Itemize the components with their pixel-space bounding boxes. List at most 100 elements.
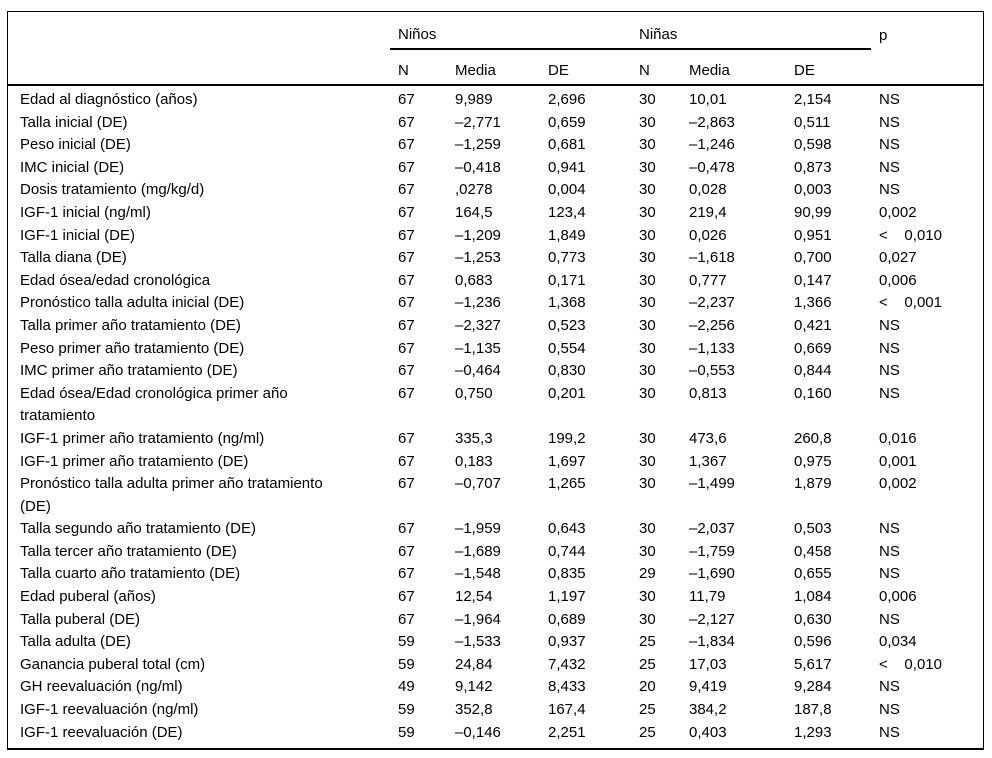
cell-media-boys: –1,689 [455, 542, 501, 560]
cell-n-boys: 67 [398, 136, 415, 154]
row-label: IGF-1 primer año tratamiento (ng/ml) [20, 429, 265, 447]
row-label: Talla segundo año tratamiento (DE) [20, 520, 256, 538]
cell-de-girls: 0,700 [794, 249, 832, 267]
cell-de-girls: 0,003 [794, 181, 832, 199]
row-label: IGF-1 reevaluación (DE) [20, 723, 183, 741]
cell-p-value: 0,002 [879, 475, 917, 493]
cell-de-girls: 2,154 [794, 91, 832, 108]
table-row: Ganancia puberal total (cm) 59 24,84 7,4… [8, 654, 983, 677]
cell-media-boys: –2,771 [455, 113, 501, 131]
cell-media-boys: –2,327 [455, 316, 501, 334]
row-label: Talla adulta (DE) [20, 633, 131, 651]
cell-media-boys: –1,964 [455, 610, 501, 628]
cell-media-girls: 0,403 [689, 723, 727, 741]
row-label: Edad ósea/edad cronológica [20, 271, 211, 289]
cell-n-boys: 49 [398, 678, 415, 696]
table-row: IMC primer año tratamiento (DE) 67 –0,46… [8, 360, 983, 383]
cell-de-girls: 0,630 [794, 610, 832, 628]
cell-de-boys: 1,265 [548, 475, 586, 493]
cell-n-girls: 20 [639, 678, 656, 696]
cell-p-value: NS [879, 91, 900, 108]
table-row: Talla inicial (DE) 67 –2,771 0,659 30 –2… [8, 112, 983, 135]
row-label: Pronóstico talla adulta primer año trata… [20, 475, 323, 515]
cell-p-value: NS [879, 610, 900, 628]
row-label: Edad al diagnóstico (años) [20, 91, 198, 108]
table-row: IMC inicial (DE) 67 –0,418 0,941 30 –0,4… [8, 157, 983, 180]
cell-de-boys: 0,004 [548, 181, 586, 199]
cell-n-boys: 67 [398, 158, 415, 176]
cell-media-boys: –1,259 [455, 136, 501, 154]
cell-p-value: NS [879, 158, 900, 176]
cell-media-boys: 352,8 [455, 701, 493, 719]
table-row: Peso inicial (DE) 67 –1,259 0,681 30 –1,… [8, 134, 983, 157]
cell-de-girls: 0,655 [794, 565, 832, 583]
table-row: IGF-1 inicial (DE) 67 –1,209 1,849 30 0,… [8, 225, 983, 248]
row-label: Talla cuarto año tratamiento (DE) [20, 565, 241, 583]
cell-de-girls: 9,284 [794, 678, 832, 696]
cell-de-boys: 0,773 [548, 249, 586, 267]
cell-de-boys: 0,171 [548, 271, 586, 289]
cell-media-girls: 384,2 [689, 701, 727, 719]
table-row: Edad puberal (años) 67 12,54 1,197 30 11… [8, 586, 983, 609]
cell-de-boys: 0,659 [548, 113, 586, 131]
cell-media-girls: 1,367 [689, 452, 727, 470]
cell-de-girls: 1,366 [794, 294, 832, 312]
cell-media-girls: –0,478 [689, 158, 735, 176]
cell-media-girls: –1,246 [689, 136, 735, 154]
cell-p-value: 0,002 [879, 203, 917, 221]
cell-n-girls: 30 [639, 610, 656, 628]
cell-n-boys: 67 [398, 294, 415, 312]
cell-de-boys: 2,251 [548, 723, 586, 741]
cell-n-boys: 67 [398, 316, 415, 334]
col-header-media-girls: Media [681, 49, 786, 86]
cell-n-boys: 59 [398, 655, 415, 673]
table-row: Talla primer año tratamiento (DE) 67 –2,… [8, 315, 983, 338]
cell-de-girls: 0,147 [794, 271, 832, 289]
cell-media-girls: 0,813 [689, 384, 727, 402]
group-header-row: Niños Niñas p [8, 12, 983, 50]
cell-n-girls: 30 [639, 294, 656, 312]
cell-de-girls: 0,951 [794, 226, 832, 244]
cell-media-girls: –1,133 [689, 339, 735, 357]
cell-de-boys: 0,744 [548, 542, 586, 560]
cell-n-boys: 67 [398, 588, 415, 606]
comparison-table: Niños Niñas p N Media DE N Media DE Edad… [8, 12, 983, 748]
cell-n-girls: 30 [639, 588, 656, 606]
row-label: IGF-1 reevaluación (ng/ml) [20, 701, 199, 719]
group-header-girls: Niñas [631, 12, 871, 50]
cell-de-boys: 2,696 [548, 91, 586, 108]
cell-p-value: 0,001 [879, 452, 917, 470]
cell-de-boys: 1,697 [548, 452, 586, 470]
cell-de-girls: 0,975 [794, 452, 832, 470]
cell-media-girls: –2,863 [689, 113, 735, 131]
cell-p-value: < 0,010 [879, 226, 942, 244]
row-label: Ganancia puberal total (cm) [20, 655, 206, 673]
cell-media-boys: –1,236 [455, 294, 501, 312]
row-label: Talla inicial (DE) [20, 113, 128, 131]
cell-p-value: < 0,001 [879, 294, 942, 312]
cell-p-value: NS [879, 316, 900, 334]
cell-media-girls: –2,237 [689, 294, 735, 312]
row-label: Peso inicial (DE) [20, 136, 131, 154]
cell-media-boys: –1,959 [455, 520, 501, 538]
cell-de-girls: 0,596 [794, 633, 832, 651]
table-body: Edad al diagnóstico (años) 67 9,989 2,69… [8, 85, 983, 748]
cell-de-boys: 0,681 [548, 136, 586, 154]
cell-n-boys: 67 [398, 384, 415, 402]
table-row: Talla segundo año tratamiento (DE) 67 –1… [8, 518, 983, 541]
cell-n-girls: 30 [639, 542, 656, 560]
cell-de-girls: 0,669 [794, 339, 832, 357]
cell-p-value: NS [879, 542, 900, 560]
cell-n-girls: 30 [639, 203, 656, 221]
cell-de-boys: 199,2 [548, 429, 586, 447]
cell-n-boys: 67 [398, 610, 415, 628]
row-label: Edad ósea/Edad cronológica primer año tr… [20, 384, 288, 425]
cell-media-boys: –1,253 [455, 249, 501, 267]
cell-de-boys: 167,4 [548, 701, 586, 719]
table-row: IGF-1 primer año tratamiento (ng/ml) 67 … [8, 428, 983, 451]
cell-p-value: NS [879, 181, 900, 199]
cell-p-value: NS [879, 565, 900, 583]
cell-n-girls: 30 [639, 362, 656, 380]
cell-de-boys: 7,432 [548, 655, 586, 673]
table-row: IGF-1 primer año tratamiento (DE) 67 0,1… [8, 451, 983, 474]
